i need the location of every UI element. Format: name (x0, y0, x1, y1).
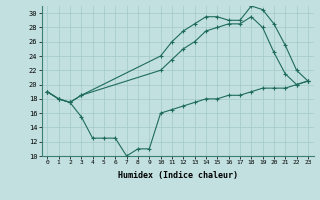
X-axis label: Humidex (Indice chaleur): Humidex (Indice chaleur) (118, 171, 237, 180)
